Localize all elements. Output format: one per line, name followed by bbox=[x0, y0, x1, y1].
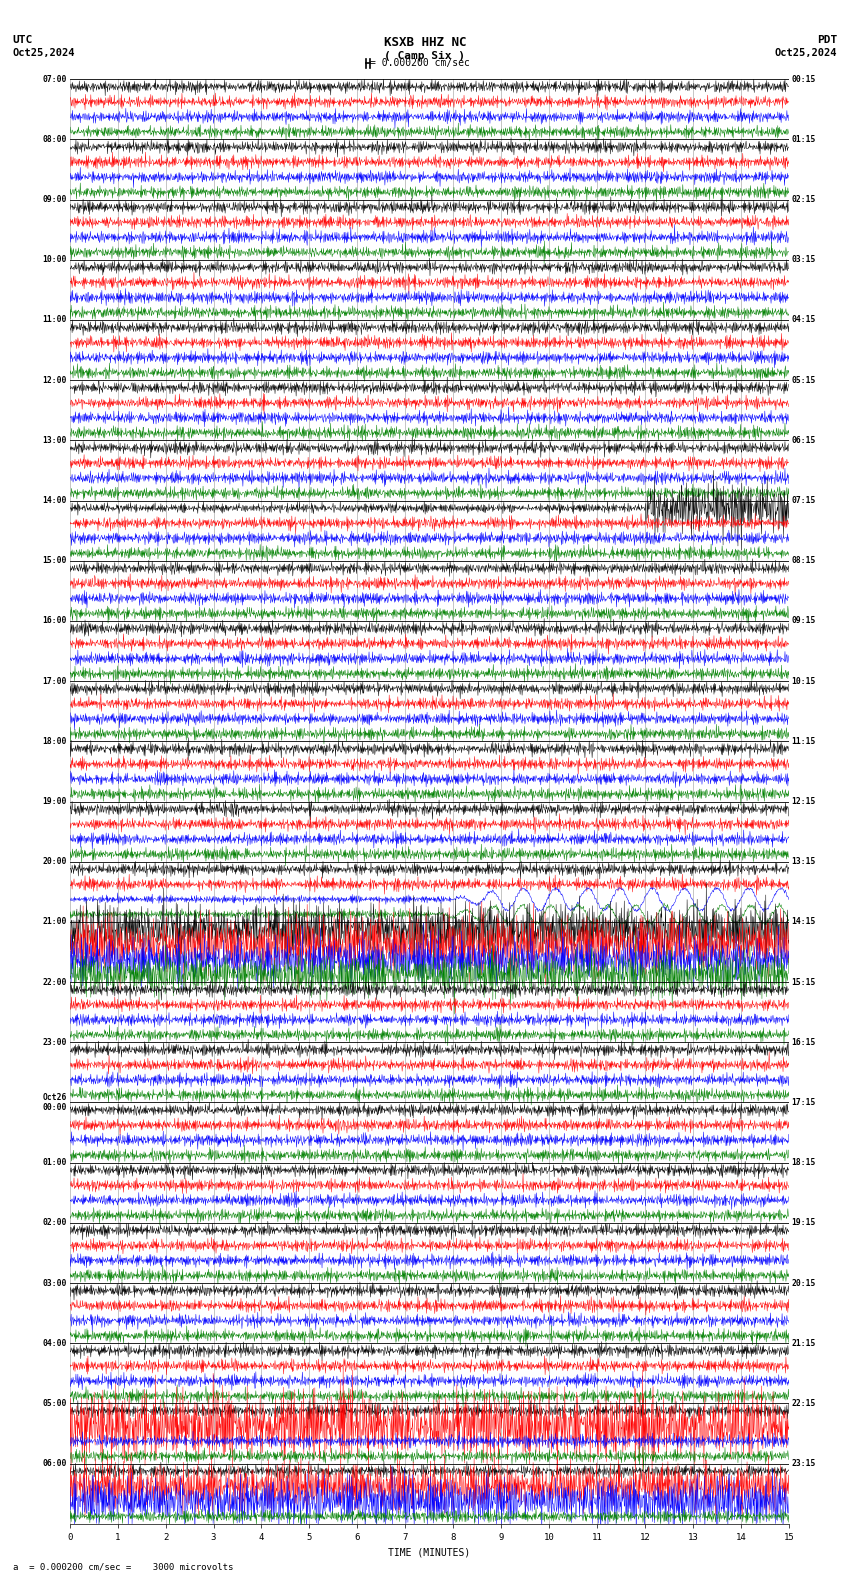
Text: 03:00: 03:00 bbox=[42, 1278, 67, 1288]
Text: 14:00: 14:00 bbox=[42, 496, 67, 505]
Text: 23:15: 23:15 bbox=[791, 1459, 816, 1468]
Text: 19:00: 19:00 bbox=[42, 797, 67, 806]
Text: 05:00: 05:00 bbox=[42, 1399, 67, 1408]
Text: 12:15: 12:15 bbox=[791, 797, 816, 806]
Text: PDT: PDT bbox=[817, 35, 837, 44]
Text: ( Camp Six ): ( Camp Six ) bbox=[384, 51, 466, 60]
Text: 19:15: 19:15 bbox=[791, 1218, 816, 1228]
Text: 22:00: 22:00 bbox=[42, 977, 67, 987]
Text: 01:00: 01:00 bbox=[42, 1158, 67, 1167]
Text: 03:15: 03:15 bbox=[791, 255, 816, 265]
Text: 11:00: 11:00 bbox=[42, 315, 67, 325]
Text: 08:15: 08:15 bbox=[791, 556, 816, 565]
Text: 16:00: 16:00 bbox=[42, 616, 67, 626]
Text: 09:15: 09:15 bbox=[791, 616, 816, 626]
Text: = 0.000200 cm/sec: = 0.000200 cm/sec bbox=[371, 59, 470, 68]
Text: 13:00: 13:00 bbox=[42, 436, 67, 445]
Text: 08:00: 08:00 bbox=[42, 135, 67, 144]
Text: 09:00: 09:00 bbox=[42, 195, 67, 204]
X-axis label: TIME (MINUTES): TIME (MINUTES) bbox=[388, 1548, 470, 1557]
Text: 02:00: 02:00 bbox=[42, 1218, 67, 1228]
Text: 16:15: 16:15 bbox=[791, 1038, 816, 1047]
Text: 12:00: 12:00 bbox=[42, 375, 67, 385]
Text: 15:00: 15:00 bbox=[42, 556, 67, 565]
Text: KSXB HHZ NC: KSXB HHZ NC bbox=[383, 36, 467, 49]
Text: 13:15: 13:15 bbox=[791, 857, 816, 866]
Text: 21:00: 21:00 bbox=[42, 917, 67, 927]
Text: 04:15: 04:15 bbox=[791, 315, 816, 325]
Text: 07:00: 07:00 bbox=[42, 74, 67, 84]
Text: 06:15: 06:15 bbox=[791, 436, 816, 445]
Text: 20:15: 20:15 bbox=[791, 1278, 816, 1288]
Text: 18:15: 18:15 bbox=[791, 1158, 816, 1167]
Text: 06:00: 06:00 bbox=[42, 1459, 67, 1468]
Text: 10:00: 10:00 bbox=[42, 255, 67, 265]
Text: 11:15: 11:15 bbox=[791, 737, 816, 746]
Text: 07:15: 07:15 bbox=[791, 496, 816, 505]
Text: Oct26
00:00: Oct26 00:00 bbox=[42, 1093, 67, 1112]
Text: 18:00: 18:00 bbox=[42, 737, 67, 746]
Text: a  = 0.000200 cm/sec =    3000 microvolts: a = 0.000200 cm/sec = 3000 microvolts bbox=[13, 1562, 233, 1571]
Text: 00:15: 00:15 bbox=[791, 74, 816, 84]
Text: 22:15: 22:15 bbox=[791, 1399, 816, 1408]
Text: 17:00: 17:00 bbox=[42, 676, 67, 686]
Text: 05:15: 05:15 bbox=[791, 375, 816, 385]
Text: 20:00: 20:00 bbox=[42, 857, 67, 866]
Text: Oct25,2024: Oct25,2024 bbox=[774, 48, 837, 57]
Text: 23:00: 23:00 bbox=[42, 1038, 67, 1047]
Text: 21:15: 21:15 bbox=[791, 1338, 816, 1348]
Text: 04:00: 04:00 bbox=[42, 1338, 67, 1348]
Text: Oct25,2024: Oct25,2024 bbox=[13, 48, 76, 57]
Text: 02:15: 02:15 bbox=[791, 195, 816, 204]
Text: UTC: UTC bbox=[13, 35, 33, 44]
Text: 14:15: 14:15 bbox=[791, 917, 816, 927]
Text: 17:15: 17:15 bbox=[791, 1098, 816, 1107]
Text: 10:15: 10:15 bbox=[791, 676, 816, 686]
Text: 15:15: 15:15 bbox=[791, 977, 816, 987]
Text: 01:15: 01:15 bbox=[791, 135, 816, 144]
